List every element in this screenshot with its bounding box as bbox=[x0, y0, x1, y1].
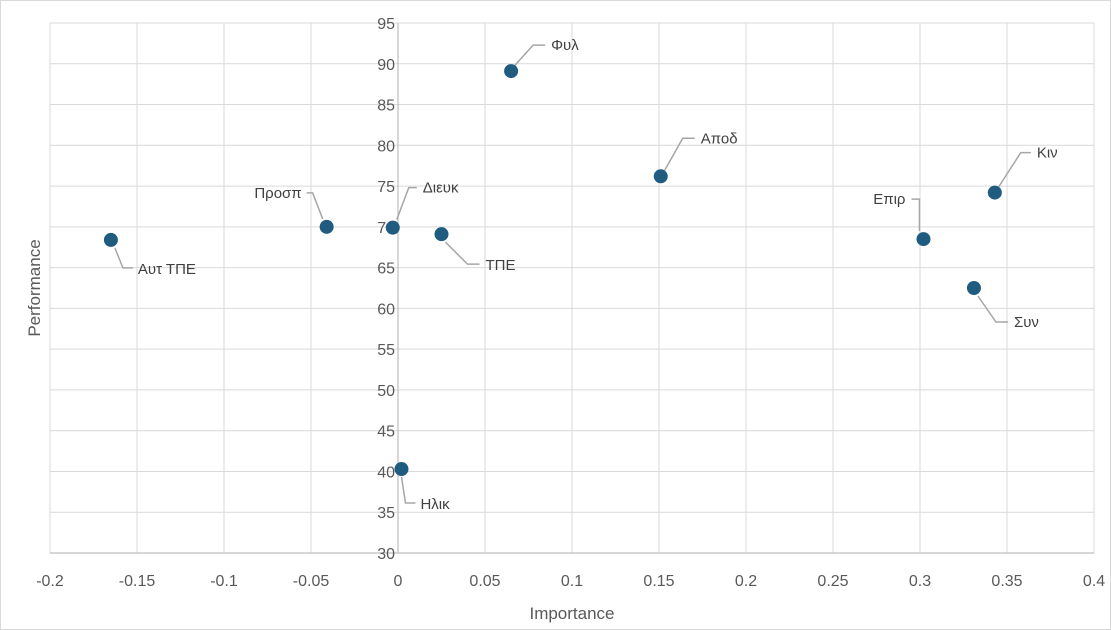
x-tick-label: 0.3 bbox=[909, 573, 931, 590]
leader-line bbox=[514, 44, 546, 66]
data-point[interactable] bbox=[103, 232, 118, 247]
x-tick-label: 0.1 bbox=[561, 573, 583, 590]
x-tick-label: 0.4 bbox=[1083, 573, 1105, 590]
y-tick-label: 30 bbox=[377, 546, 395, 563]
data-label: Αποδ bbox=[701, 130, 738, 147]
x-tick-label: 0.15 bbox=[643, 573, 674, 590]
y-tick-label: 35 bbox=[377, 505, 395, 522]
x-tick-label: -0.1 bbox=[210, 573, 238, 590]
leader-line bbox=[114, 247, 133, 269]
x-tick-label: -0.2 bbox=[36, 573, 64, 590]
x-tick-label: 0 bbox=[394, 573, 403, 590]
y-tick-label: 75 bbox=[377, 179, 395, 196]
x-axis-title: Importance bbox=[529, 604, 614, 623]
y-tick-label: 95 bbox=[377, 16, 395, 33]
data-point[interactable] bbox=[653, 169, 668, 184]
data-points bbox=[103, 64, 1002, 477]
data-point[interactable] bbox=[434, 227, 449, 242]
x-tick-label: 0.2 bbox=[735, 573, 757, 590]
label-leader-lines bbox=[114, 44, 1031, 504]
y-tick-label: 40 bbox=[377, 464, 395, 481]
leader-line bbox=[306, 192, 324, 220]
leader-line bbox=[977, 295, 1008, 323]
y-tick-label: 85 bbox=[377, 98, 395, 115]
data-point[interactable] bbox=[966, 281, 981, 295]
data-point[interactable] bbox=[987, 185, 1002, 200]
y-tick-label: 55 bbox=[377, 342, 395, 359]
y-tick-label: 50 bbox=[377, 383, 395, 400]
data-label: Διευκ bbox=[423, 180, 459, 197]
data-label: Προσπ bbox=[254, 185, 301, 202]
leader-line bbox=[664, 137, 695, 171]
x-tick-labels: -0.2 -0.15 -0.1 -0.05 0 0.05 0.1 0.15 0.2 0.25 0.3… bbox=[36, 573, 1105, 590]
data-label: Φυλ bbox=[551, 37, 579, 54]
data-labels: Φυλ Αποδ Κιν Επιρ Συν Προσπ Διευκ ΤΠΕ Αυτ ΤΠΕ Ηλι… bbox=[138, 37, 1058, 513]
data-point[interactable] bbox=[385, 220, 400, 235]
data-label: Αυτ ΤΠΕ bbox=[138, 261, 196, 278]
y-tick-label: 80 bbox=[377, 138, 395, 155]
data-point[interactable] bbox=[916, 232, 931, 247]
leader-line bbox=[396, 186, 417, 220]
y-tick-labels: 3035404550556065707580859095 bbox=[377, 16, 395, 563]
data-label: Ηλικ bbox=[420, 496, 450, 513]
y-tick-label: 65 bbox=[377, 261, 395, 278]
data-point[interactable] bbox=[319, 219, 334, 234]
leader-line bbox=[911, 198, 921, 232]
data-label: Συν bbox=[1014, 314, 1039, 331]
gridlines bbox=[49, 22, 1095, 553]
x-tick-label: -0.05 bbox=[293, 573, 330, 590]
data-label: Επιρ bbox=[873, 191, 905, 208]
y-axis-title: Performance bbox=[25, 239, 44, 336]
y-tick-label: 90 bbox=[377, 57, 395, 74]
y-tick-label: 45 bbox=[377, 424, 395, 441]
data-label: Κιν bbox=[1037, 145, 1058, 162]
leader-line bbox=[444, 241, 480, 265]
x-tick-label: 0.35 bbox=[991, 573, 1022, 590]
data-point[interactable] bbox=[504, 64, 519, 79]
x-tick-label: 0.05 bbox=[469, 573, 500, 590]
leader-line bbox=[998, 151, 1031, 188]
y-tick-label: 60 bbox=[377, 301, 395, 318]
leader-line bbox=[400, 476, 416, 504]
x-tick-label: -0.15 bbox=[119, 573, 156, 590]
data-point[interactable] bbox=[394, 462, 409, 477]
data-label: ΤΠΕ bbox=[486, 257, 516, 274]
x-tick-label: 0.25 bbox=[817, 573, 848, 590]
